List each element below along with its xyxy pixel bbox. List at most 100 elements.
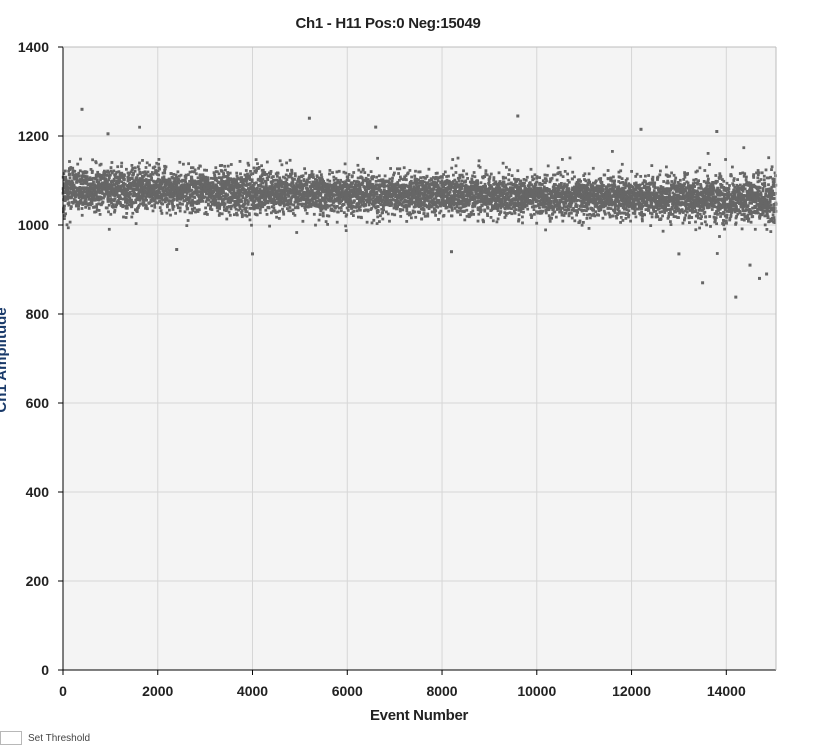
data-point	[409, 193, 413, 197]
data-point	[81, 186, 85, 190]
data-point	[150, 178, 153, 182]
data-point	[87, 188, 90, 191]
data-point	[114, 185, 118, 189]
data-point	[450, 208, 454, 212]
data-point	[265, 213, 269, 216]
data-point	[125, 167, 128, 171]
data-point	[289, 173, 293, 177]
data-point	[316, 196, 320, 200]
data-point	[250, 180, 254, 183]
data-point	[80, 177, 84, 181]
data-point	[374, 185, 377, 188]
data-point	[121, 205, 125, 209]
data-point	[488, 175, 492, 179]
data-point	[297, 199, 301, 203]
data-point	[115, 179, 118, 183]
data-point	[270, 211, 273, 215]
data-point	[380, 203, 383, 207]
data-point	[318, 179, 322, 183]
data-point	[392, 183, 395, 186]
data-point	[417, 184, 421, 188]
data-point	[357, 189, 361, 193]
data-point	[96, 178, 99, 182]
data-point	[68, 176, 72, 180]
data-point	[220, 212, 224, 216]
data-point	[524, 197, 528, 201]
data-point	[123, 174, 126, 177]
data-point	[248, 213, 251, 217]
data-point	[463, 203, 467, 206]
data-point	[238, 207, 242, 211]
data-point	[296, 206, 300, 210]
data-point	[498, 180, 502, 183]
data-point	[304, 200, 308, 203]
data-point	[319, 209, 323, 213]
data-point	[462, 192, 465, 196]
data-point	[472, 171, 476, 174]
data-point	[85, 181, 89, 184]
data-point	[151, 188, 154, 192]
data-point	[509, 203, 513, 207]
data-point	[219, 182, 223, 186]
data-point	[163, 178, 167, 182]
data-point	[422, 212, 426, 215]
data-point	[221, 175, 225, 179]
data-point	[66, 226, 70, 230]
data-point	[161, 186, 165, 190]
data-point	[311, 200, 315, 204]
data-point	[133, 183, 136, 186]
data-point	[227, 205, 231, 208]
data-point	[130, 164, 134, 167]
plot-area[interactable]	[63, 47, 776, 670]
data-point	[222, 205, 226, 209]
data-point	[278, 177, 282, 181]
data-point	[193, 181, 197, 184]
data-point	[379, 197, 383, 200]
data-point	[429, 177, 433, 181]
data-point	[181, 196, 185, 200]
data-point	[290, 176, 294, 180]
data-point	[379, 214, 382, 218]
data-point	[175, 176, 179, 179]
data-point	[114, 189, 117, 192]
data-point	[204, 211, 208, 214]
data-point	[261, 177, 265, 181]
data-point	[414, 205, 417, 208]
data-point	[94, 210, 98, 214]
data-point	[183, 210, 187, 214]
data-point	[101, 200, 105, 204]
data-point	[487, 180, 491, 183]
data-point	[268, 224, 271, 228]
data-point	[265, 173, 269, 176]
data-point	[381, 217, 385, 221]
data-point	[271, 186, 275, 189]
data-point	[361, 191, 364, 194]
data-point	[69, 191, 72, 195]
data-point	[244, 175, 248, 179]
data-point	[127, 173, 131, 177]
data-point	[109, 212, 113, 216]
data-point	[95, 203, 99, 206]
data-point	[115, 193, 119, 197]
data-point	[280, 163, 284, 167]
data-point	[125, 206, 129, 210]
data-point	[88, 191, 91, 195]
data-point	[446, 199, 449, 203]
data-point	[252, 166, 256, 170]
data-point	[141, 197, 144, 200]
data-point	[109, 198, 113, 202]
data-point	[350, 201, 354, 205]
data-point	[123, 182, 127, 186]
data-point	[374, 205, 378, 209]
data-point	[113, 175, 117, 179]
data-point	[496, 209, 500, 213]
data-point	[477, 208, 481, 212]
data-point	[149, 173, 153, 176]
data-point	[373, 187, 377, 190]
data-point	[194, 182, 198, 186]
data-point	[401, 194, 404, 198]
data-point	[323, 198, 327, 202]
data-point	[130, 205, 134, 208]
data-point	[115, 192, 119, 195]
data-point	[495, 220, 499, 224]
